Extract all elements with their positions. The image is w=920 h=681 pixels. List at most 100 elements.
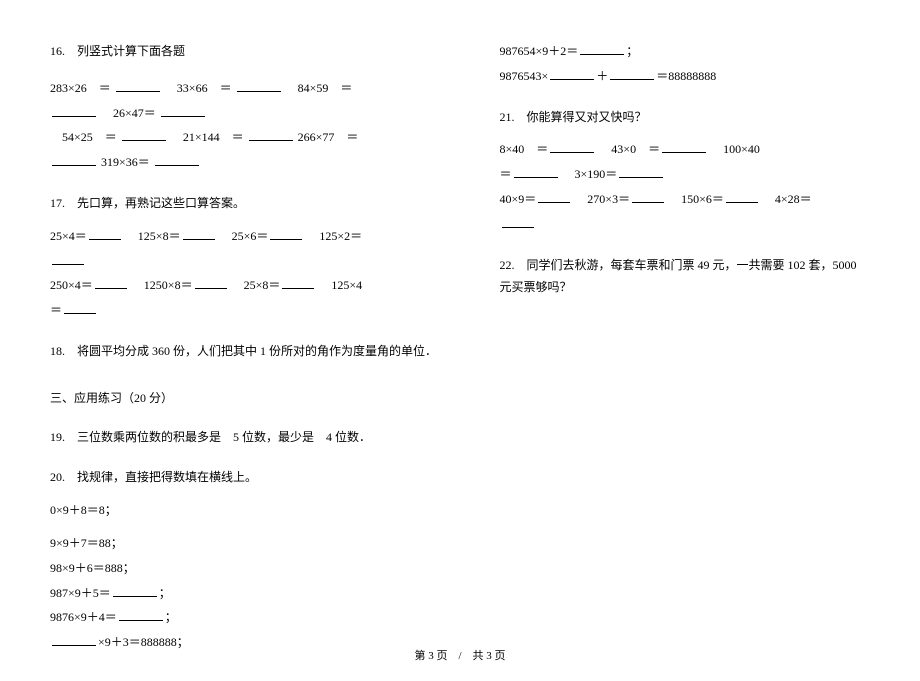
q17-a1: 25×4＝ [50,229,87,243]
blank [662,139,706,153]
blank [122,127,166,141]
q20-l2: 9×9＋7＝88； [50,532,460,555]
blank [52,251,84,265]
q17-row2: 250×4＝ 1250×8＝ 25×8＝ 125×4 [50,274,460,297]
q20-l4b: ； [159,586,171,600]
blank [249,127,293,141]
page-content: 16. 列竖式计算下面各题 283×26 ＝ 33×66 ＝ 84×59 ＝ 2… [0,40,920,672]
question-20: 20. 找规律，直接把得数填在横线上。 0×9＋8＝8； 9×9＋7＝88； 9… [50,466,460,654]
q21-title: 21. 你能算得又对又快吗？ [500,106,871,129]
q16-t6: 21×144 ＝ [183,130,244,144]
blank [282,275,314,289]
q16-row3: 54×25 ＝ 21×144 ＝ 266×77 ＝ [50,126,460,149]
q20-l4a: 987×9＋5＝ [50,586,111,600]
q21-row2b [500,213,871,236]
q21-a1: 8×40 ＝ [500,142,549,156]
section-3-title: 三、应用练习（20 分） [50,387,460,410]
q20-l7: 987654×9＋2＝ ； [500,40,871,63]
q21-row1: 8×40 ＝ 43×0 ＝ 100×40 [500,138,871,161]
blank [619,164,663,178]
q21-a2: 43×0 ＝ [611,142,660,156]
q21-a5: 3×190＝ [575,167,618,181]
q17-a2: 125×8＝ [138,229,181,243]
q17-b4: 125×4 [331,278,362,292]
blank [580,41,624,55]
blank [502,214,534,228]
q21-b2: 270×3＝ [587,192,630,206]
q16-t7: 266×77 ＝ [298,130,359,144]
blank [726,189,758,203]
blank [119,607,163,621]
q20-l8c: ＝88888888 [656,69,716,83]
q20-l5: 9876×9＋4＝ ； [50,606,460,629]
q17-b3: 25×8＝ [244,278,281,292]
blank [52,152,96,166]
blank [237,78,281,92]
q16-t2: 33×66 ＝ [177,81,232,95]
blank [270,226,302,240]
q21-b1: 40×9＝ [500,192,537,206]
blank [52,632,96,646]
q16-t3: 84×59 ＝ [298,81,353,95]
q16-row2: 26×47＝ [50,102,460,125]
q21-b4: 4×28＝ [775,192,812,206]
q21-a3: 100×40 [723,142,760,156]
blank [64,300,96,314]
blank [610,66,654,80]
q17-title: 17. 先口算，再熟记这些口算答案。 [50,192,460,215]
q20-l8a: 9876543× [500,69,549,83]
q17-row1b [50,250,460,273]
q20-l8: 9876543× ＋ ＝88888888 [500,65,871,88]
q16-row1: 283×26 ＝ 33×66 ＝ 84×59 ＝ [50,77,460,100]
q21-row1b: ＝ 3×190＝ [500,163,871,186]
q20-l5b: ； [165,610,177,624]
q20-l3: 98×9＋6＝888； [50,557,460,580]
q20-l7a: 987654×9＋2＝ [500,44,579,58]
q21-row2: 40×9＝ 270×3＝ 150×6＝ 4×28＝ [500,188,871,211]
q20-l1: 0×9＋8＝8； [50,499,460,522]
blank [550,139,594,153]
q22-text: 22. 同学们去秋游，每套车票和门票 49 元，一共需要 102 套，5000 … [500,254,871,300]
q16-t5: 54×25 ＝ [62,130,117,144]
q17-a4: 125×2＝ [319,229,362,243]
q17-b2: 1250×8＝ [144,278,193,292]
blank [632,189,664,203]
q21-b3: 150×6＝ [681,192,724,206]
q17-row2b: ＝ [50,299,460,322]
blank [52,103,96,117]
q16-t8: 319×36＝ [101,155,150,169]
q21-a4: ＝ [500,167,512,181]
blank [161,103,205,117]
question-16: 16. 列竖式计算下面各题 283×26 ＝ 33×66 ＝ 84×59 ＝ 2… [50,40,460,174]
q16-t1: 283×26 ＝ [50,81,111,95]
blank [113,583,157,597]
blank [550,66,594,80]
q19-text: 19. 三位数乘两位数的积最多是 5 位数，最少是 4 位数． [50,426,460,449]
blank [155,152,199,166]
q17-row1: 25×4＝ 125×8＝ 25×6＝ 125×2＝ [50,225,460,248]
blank [183,226,215,240]
blank [95,275,127,289]
blank [538,189,570,203]
q20-l7b: ； [626,44,638,58]
question-17: 17. 先口算，再熟记这些口算答案。 25×4＝ 125×8＝ 25×6＝ 12… [50,192,460,322]
blank [514,164,558,178]
q20-l8b: ＋ [596,69,608,83]
left-column: 16. 列竖式计算下面各题 283×26 ＝ 33×66 ＝ 84×59 ＝ 2… [50,40,460,672]
blank [195,275,227,289]
blank [89,226,121,240]
q17-b5: ＝ [50,303,62,317]
q20-title: 20. 找规律，直接把得数填在横线上。 [50,466,460,489]
q16-row4: 319×36＝ [50,151,460,174]
q20-l4: 987×9＋5＝ ； [50,582,460,605]
question-22: 22. 同学们去秋游，每套车票和门票 49 元，一共需要 102 套，5000 … [500,254,871,300]
question-20-continued: 987654×9＋2＝ ； 9876543× ＋ ＝88888888 [500,40,871,88]
q18-text: 18. 将圆平均分成 360 份，人们把其中 1 份所对的角作为度量角的单位． [50,340,460,363]
question-18: 18. 将圆平均分成 360 份，人们把其中 1 份所对的角作为度量角的单位． [50,340,460,363]
q16-t4: 26×47＝ [113,106,156,120]
blank [116,78,160,92]
right-column: 987654×9＋2＝ ； 9876543× ＋ ＝88888888 21. 你能算得… [500,40,871,672]
q20-l5a: 9876×9＋4＝ [50,610,117,624]
question-19: 19. 三位数乘两位数的积最多是 5 位数，最少是 4 位数． [50,426,460,449]
question-21: 21. 你能算得又对又快吗？ 8×40 ＝ 43×0 ＝ 100×40 ＝ 3×… [500,106,871,236]
